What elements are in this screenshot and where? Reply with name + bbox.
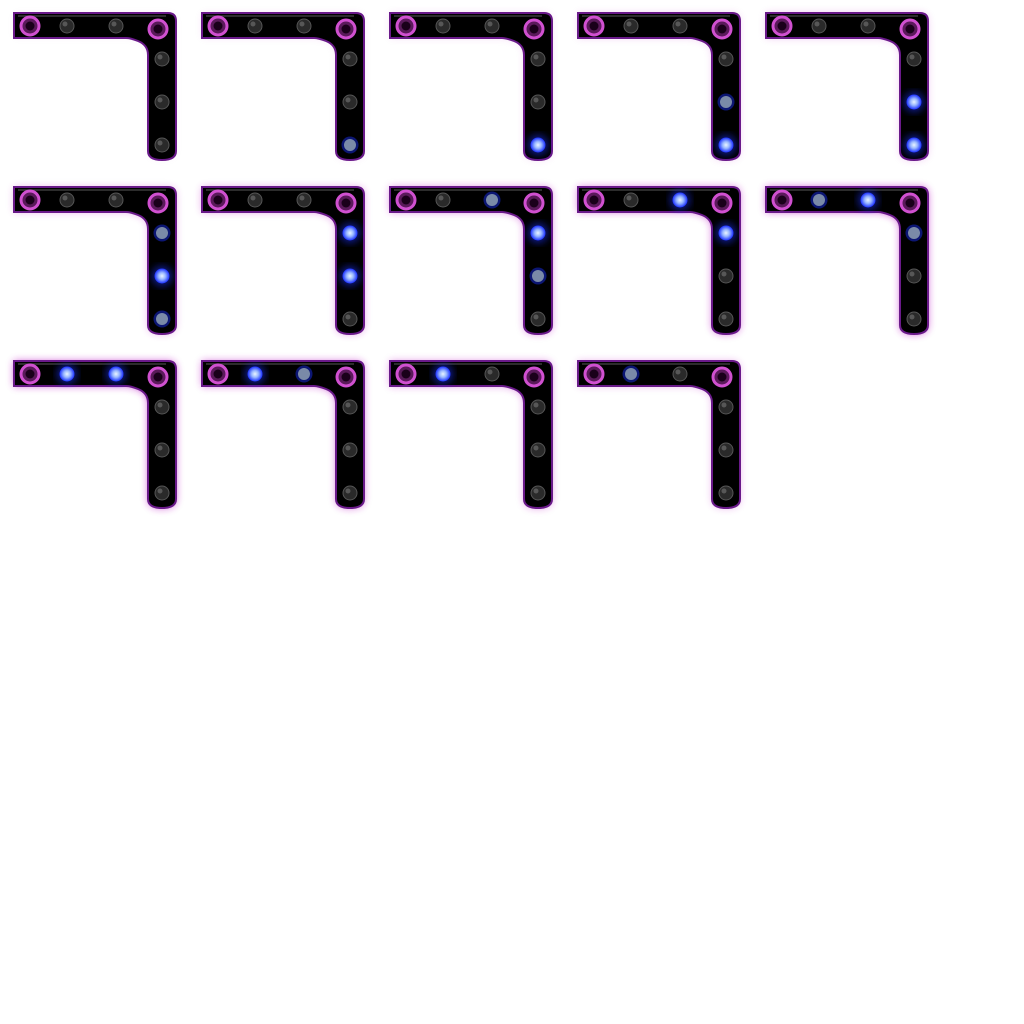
l-bracket-icon	[577, 12, 741, 162]
bracket-sprite-frame	[0, 0, 180, 162]
led-light	[340, 266, 360, 286]
led-light	[906, 268, 922, 284]
led-light	[340, 223, 360, 243]
led-light	[295, 365, 313, 383]
led-light	[530, 94, 546, 110]
led-light	[59, 192, 75, 208]
bracket-sprite-frame	[0, 174, 180, 336]
led-light	[435, 18, 451, 34]
led-light	[247, 192, 263, 208]
bracket-sprite-frame	[188, 348, 368, 510]
l-bracket-icon	[201, 12, 365, 162]
led-light	[529, 267, 547, 285]
l-bracket-icon	[389, 186, 553, 336]
led-light	[152, 266, 172, 286]
l-bracket-icon	[13, 360, 177, 510]
led-light	[530, 399, 546, 415]
led-light	[342, 94, 358, 110]
led-light	[904, 92, 924, 112]
led-light	[245, 364, 265, 384]
led-light	[672, 18, 688, 34]
bracket-sprite-frame	[752, 0, 932, 162]
led-light	[718, 442, 734, 458]
l-bracket-icon	[13, 186, 177, 336]
bracket-sprite-frame	[564, 0, 744, 162]
led-light	[623, 18, 639, 34]
led-light	[342, 442, 358, 458]
led-light	[484, 18, 500, 34]
led-light	[672, 366, 688, 382]
led-light	[154, 399, 170, 415]
led-light	[718, 485, 734, 501]
bracket-sprite-frame	[376, 0, 556, 162]
l-bracket-icon	[13, 12, 177, 162]
l-bracket-icon	[201, 186, 365, 336]
led-light	[484, 366, 500, 382]
led-light	[341, 136, 359, 154]
led-light	[528, 135, 548, 155]
led-light	[906, 311, 922, 327]
l-bracket-icon	[765, 186, 929, 336]
led-light	[433, 364, 453, 384]
led-light	[718, 311, 734, 327]
led-light	[811, 18, 827, 34]
bracket-sprite-frame	[188, 0, 368, 162]
led-light	[154, 137, 170, 153]
led-light	[153, 224, 171, 242]
led-light	[342, 485, 358, 501]
led-light	[247, 18, 263, 34]
led-light	[716, 223, 736, 243]
led-light	[718, 399, 734, 415]
led-light	[716, 135, 736, 155]
led-light	[530, 311, 546, 327]
led-light	[530, 485, 546, 501]
led-light	[154, 94, 170, 110]
led-light	[296, 18, 312, 34]
led-light	[718, 268, 734, 284]
led-light	[718, 51, 734, 67]
led-light	[342, 51, 358, 67]
bracket-sprite-frame	[564, 174, 744, 336]
bracket-sprite-frame	[376, 174, 556, 336]
led-light	[57, 364, 77, 384]
led-light	[108, 192, 124, 208]
led-light	[435, 192, 451, 208]
led-light	[528, 223, 548, 243]
bracket-sprite-frame	[564, 348, 744, 510]
led-light	[342, 311, 358, 327]
led-light	[296, 192, 312, 208]
led-light	[810, 191, 828, 209]
led-light	[622, 365, 640, 383]
led-light	[154, 442, 170, 458]
bracket-sprite-frame	[376, 348, 556, 510]
led-light	[717, 93, 735, 111]
led-light	[670, 190, 690, 210]
led-light	[530, 442, 546, 458]
l-bracket-icon	[389, 12, 553, 162]
bracket-sprite-frame	[752, 174, 932, 336]
led-light	[154, 485, 170, 501]
bracket-sprite-frame	[0, 348, 180, 510]
led-light	[858, 190, 878, 210]
led-light	[904, 135, 924, 155]
l-bracket-icon	[389, 360, 553, 510]
led-light	[59, 18, 75, 34]
l-bracket-icon	[577, 360, 741, 510]
l-bracket-icon	[201, 360, 365, 510]
led-light	[905, 224, 923, 242]
led-light	[906, 51, 922, 67]
led-light	[530, 51, 546, 67]
led-light	[108, 18, 124, 34]
led-light	[623, 192, 639, 208]
led-light	[342, 399, 358, 415]
led-light	[483, 191, 501, 209]
l-bracket-icon	[765, 12, 929, 162]
bracket-sprite-frame	[188, 174, 368, 336]
led-light	[153, 310, 171, 328]
l-bracket-icon	[577, 186, 741, 336]
led-light	[860, 18, 876, 34]
led-light	[106, 364, 126, 384]
led-light	[154, 51, 170, 67]
